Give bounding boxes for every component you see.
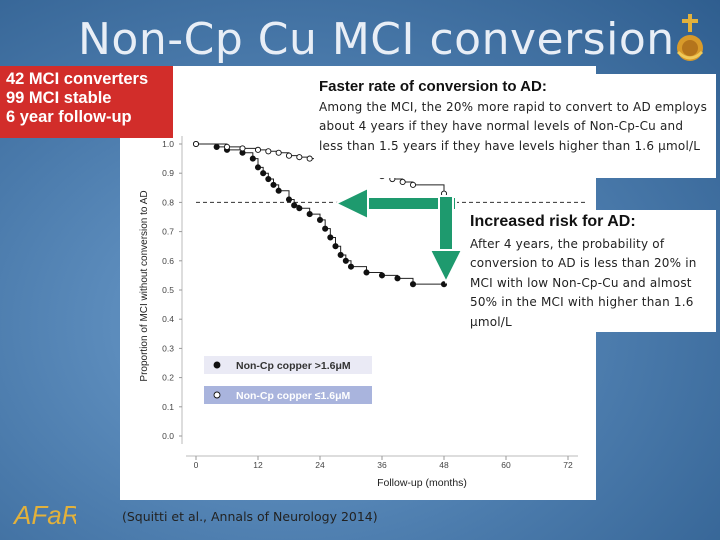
data-point xyxy=(275,187,282,194)
data-point xyxy=(223,143,231,150)
data-point xyxy=(285,196,293,203)
data-point xyxy=(337,251,344,259)
legend-marker xyxy=(213,361,221,369)
increased-risk-body: After 4 years, the probability of conver… xyxy=(470,237,697,329)
cohort-stable: 99 MCI stable xyxy=(6,89,112,107)
faster-conversion-heading: Faster rate of conversion to AD: xyxy=(319,78,547,95)
y-tick-label: 0.9 xyxy=(162,168,174,178)
data-point xyxy=(399,178,406,186)
data-point xyxy=(291,202,298,209)
data-point xyxy=(363,269,370,276)
data-point xyxy=(409,181,417,188)
increased-risk-heading: Increased risk for AD: xyxy=(470,213,636,230)
data-point xyxy=(306,155,313,162)
data-point xyxy=(409,281,417,288)
x-tick-label: 24 xyxy=(315,460,325,470)
y-tick-label: 0.0 xyxy=(162,431,174,441)
data-point xyxy=(440,281,448,288)
y-tick-label: 0.6 xyxy=(162,256,174,266)
data-point xyxy=(342,257,349,264)
x-tick-label: 48 xyxy=(439,460,449,470)
data-point xyxy=(440,190,448,197)
y-tick-label: 0.1 xyxy=(162,402,174,412)
cohort-followup: 6 year follow-up xyxy=(6,108,132,126)
increased-risk-box: Increased risk for AD: After 4 years, th… xyxy=(465,210,716,332)
cohort-converters: 42 MCI converters xyxy=(6,70,149,88)
data-point xyxy=(316,216,324,223)
x-tick-label: 72 xyxy=(563,460,573,470)
data-point xyxy=(265,148,272,155)
legend-marker xyxy=(213,391,221,399)
data-point xyxy=(296,205,303,212)
data-point xyxy=(322,225,329,232)
data-point xyxy=(306,211,313,218)
data-point xyxy=(394,275,401,282)
x-tick-label: 60 xyxy=(501,460,511,470)
y-tick-label: 0.5 xyxy=(162,285,174,295)
y-tick-label: 0.8 xyxy=(162,197,174,207)
data-point xyxy=(249,155,256,162)
x-tick-label: 36 xyxy=(377,460,387,470)
y-tick-label: 0.7 xyxy=(162,227,174,237)
citation: (Squitti et al., Annals of Neurology 201… xyxy=(122,509,378,524)
data-point xyxy=(285,152,293,159)
cohort-summary: 42 MCI converters 99 MCI stable 6 year f… xyxy=(0,66,173,138)
data-point xyxy=(275,149,282,156)
cross-emblem-icon xyxy=(676,14,704,61)
afar-logo: AFaR xyxy=(12,500,76,530)
legend-entry-box xyxy=(204,356,372,374)
data-point xyxy=(260,170,267,177)
x-axis-label: Follow-up (months) xyxy=(377,477,467,489)
legend-label: Non-Cp copper ≤1.6μM xyxy=(236,390,351,402)
data-point xyxy=(378,272,386,279)
data-point xyxy=(327,234,334,241)
data-point xyxy=(332,243,339,250)
faster-conversion-box: Faster rate of conversion to AD: Among t… xyxy=(314,74,716,178)
y-tick-label: 0.2 xyxy=(162,373,174,383)
x-tick-label: 0 xyxy=(194,460,199,470)
y-tick-label: 0.3 xyxy=(162,343,174,353)
data-point xyxy=(347,263,355,270)
slide-title: Non-Cp Cu MCI conversion xyxy=(78,14,675,65)
data-point xyxy=(254,146,262,153)
data-point xyxy=(270,181,277,188)
x-tick-label: 12 xyxy=(253,460,263,470)
data-point xyxy=(213,143,220,150)
y-axis-label: Proportion of MCI without conversion to … xyxy=(139,190,150,381)
data-point xyxy=(296,154,303,161)
y-tick-label: 0.4 xyxy=(162,314,174,324)
faster-conversion-body: Among the MCI, the 20% more rapid to con… xyxy=(319,100,708,153)
legend-label: Non-Cp copper >1.6μM xyxy=(236,360,351,372)
legend-entry-box xyxy=(204,386,372,404)
data-point xyxy=(192,140,200,148)
data-point xyxy=(239,145,246,152)
data-point xyxy=(254,164,262,171)
y-tick-label: 1.0 xyxy=(162,139,174,149)
survival-chart: 0.0 0.1 0.2 0.3 0.4 0.5 0.6 0.7 0.8 0.9 1.0 0 12 24 36… xyxy=(139,136,588,489)
afar-logo-text: AFaR xyxy=(12,500,76,530)
data-point xyxy=(265,175,272,183)
